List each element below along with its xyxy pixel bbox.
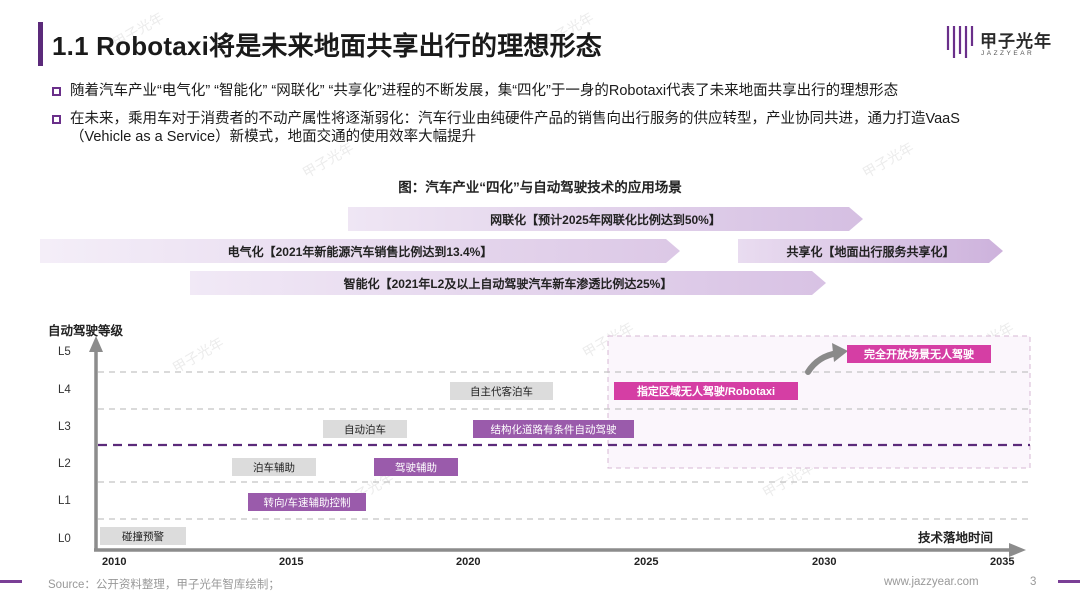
tag-robotaxi: 指定区域无人驾驶/Robotaxi: [614, 382, 798, 400]
year-label-2030: 2030: [812, 556, 837, 568]
level-label-l4: L4: [58, 384, 71, 396]
tag-auto-parking: 自动泊车: [323, 420, 407, 438]
tag-driving-assist: 驾驶辅助: [374, 458, 458, 476]
year-label-2035: 2035: [990, 556, 1015, 568]
footer-source: Source：公开资料整理，甲子光年智库绘制；: [48, 579, 280, 591]
year-label-2010: 2010: [102, 556, 127, 568]
year-label-2015: 2015: [279, 556, 304, 568]
trend-arrow-icon: [832, 343, 848, 362]
level-label-l1: L1: [58, 495, 71, 507]
diagram-title: 图：汽车产业“四化”与自动驾驶技术的应用场景: [398, 180, 682, 195]
banner-intelligent: 智能化【2021年L2及以上自动驾驶汽车新车渗透比例达25%】: [190, 271, 826, 295]
level-label-l2: L2: [58, 458, 71, 470]
page-title: 1.1 Robotaxi将是未来地面共享出行的理想形态: [52, 31, 602, 61]
bullet-text: 在未来，乘用车对于消费者的不动产属性将逐渐弱化：汽车行业由纯硬件产品的销售向出行…: [70, 111, 960, 127]
tag-full-driverless: 完全开放场景无人驾驶: [847, 345, 991, 363]
level-label-l0: L0: [58, 533, 71, 545]
y-axis-title: 自动驾驶等级: [48, 324, 124, 338]
tag-steering-speed-assist: 转向/车速辅助控制: [248, 493, 366, 511]
footer-line-left: [0, 580, 22, 583]
banner-connected: 网联化【预计2025年网联化比例达到50%】: [348, 207, 863, 231]
footer-line-right: [1058, 580, 1080, 583]
bullet-marker: [52, 87, 61, 96]
footer-url: www.jazzyear.com: [884, 576, 979, 588]
tag-valet-parking: 自主代客泊车: [450, 382, 553, 400]
banner-shared: 共享化【地面出行服务共享化】: [738, 239, 1003, 263]
y-axis-arrow-icon: [89, 336, 103, 352]
bullet-text: （Vehicle as a Service）新模式，地面交通的使用效率大幅提升: [70, 129, 477, 145]
page-number: 3: [1030, 576, 1037, 588]
logo-text-cn: 甲子光年: [980, 32, 1052, 51]
bullet-text: 随着汽车产业“电气化” “智能化” “网联化” “共享化”进程的不断发展，集“四…: [70, 83, 899, 99]
bullet-marker: [52, 115, 61, 124]
level-label-l5: L5: [58, 346, 71, 358]
tag-structured-road: 结构化道路有条件自动驾驶: [473, 420, 634, 438]
level-label-l3: L3: [58, 421, 71, 433]
year-label-2025: 2025: [634, 556, 659, 568]
year-label-2020: 2020: [456, 556, 481, 568]
banner-electric: 电气化【2021年新能源汽车销售比例达到13.4%】: [40, 239, 680, 263]
tag-collision-warning: 碰撞预警: [100, 527, 186, 545]
x-axis-arrow-icon: [1009, 543, 1026, 557]
title-accent-bar: [38, 22, 43, 66]
x-axis-title: 技术落地时间: [918, 531, 994, 545]
jazzyear-logo-icon: [946, 26, 974, 58]
logo-text-en: JAZZYEAR: [981, 50, 1035, 57]
tag-parking-assist: 泊车辅助: [232, 458, 316, 476]
